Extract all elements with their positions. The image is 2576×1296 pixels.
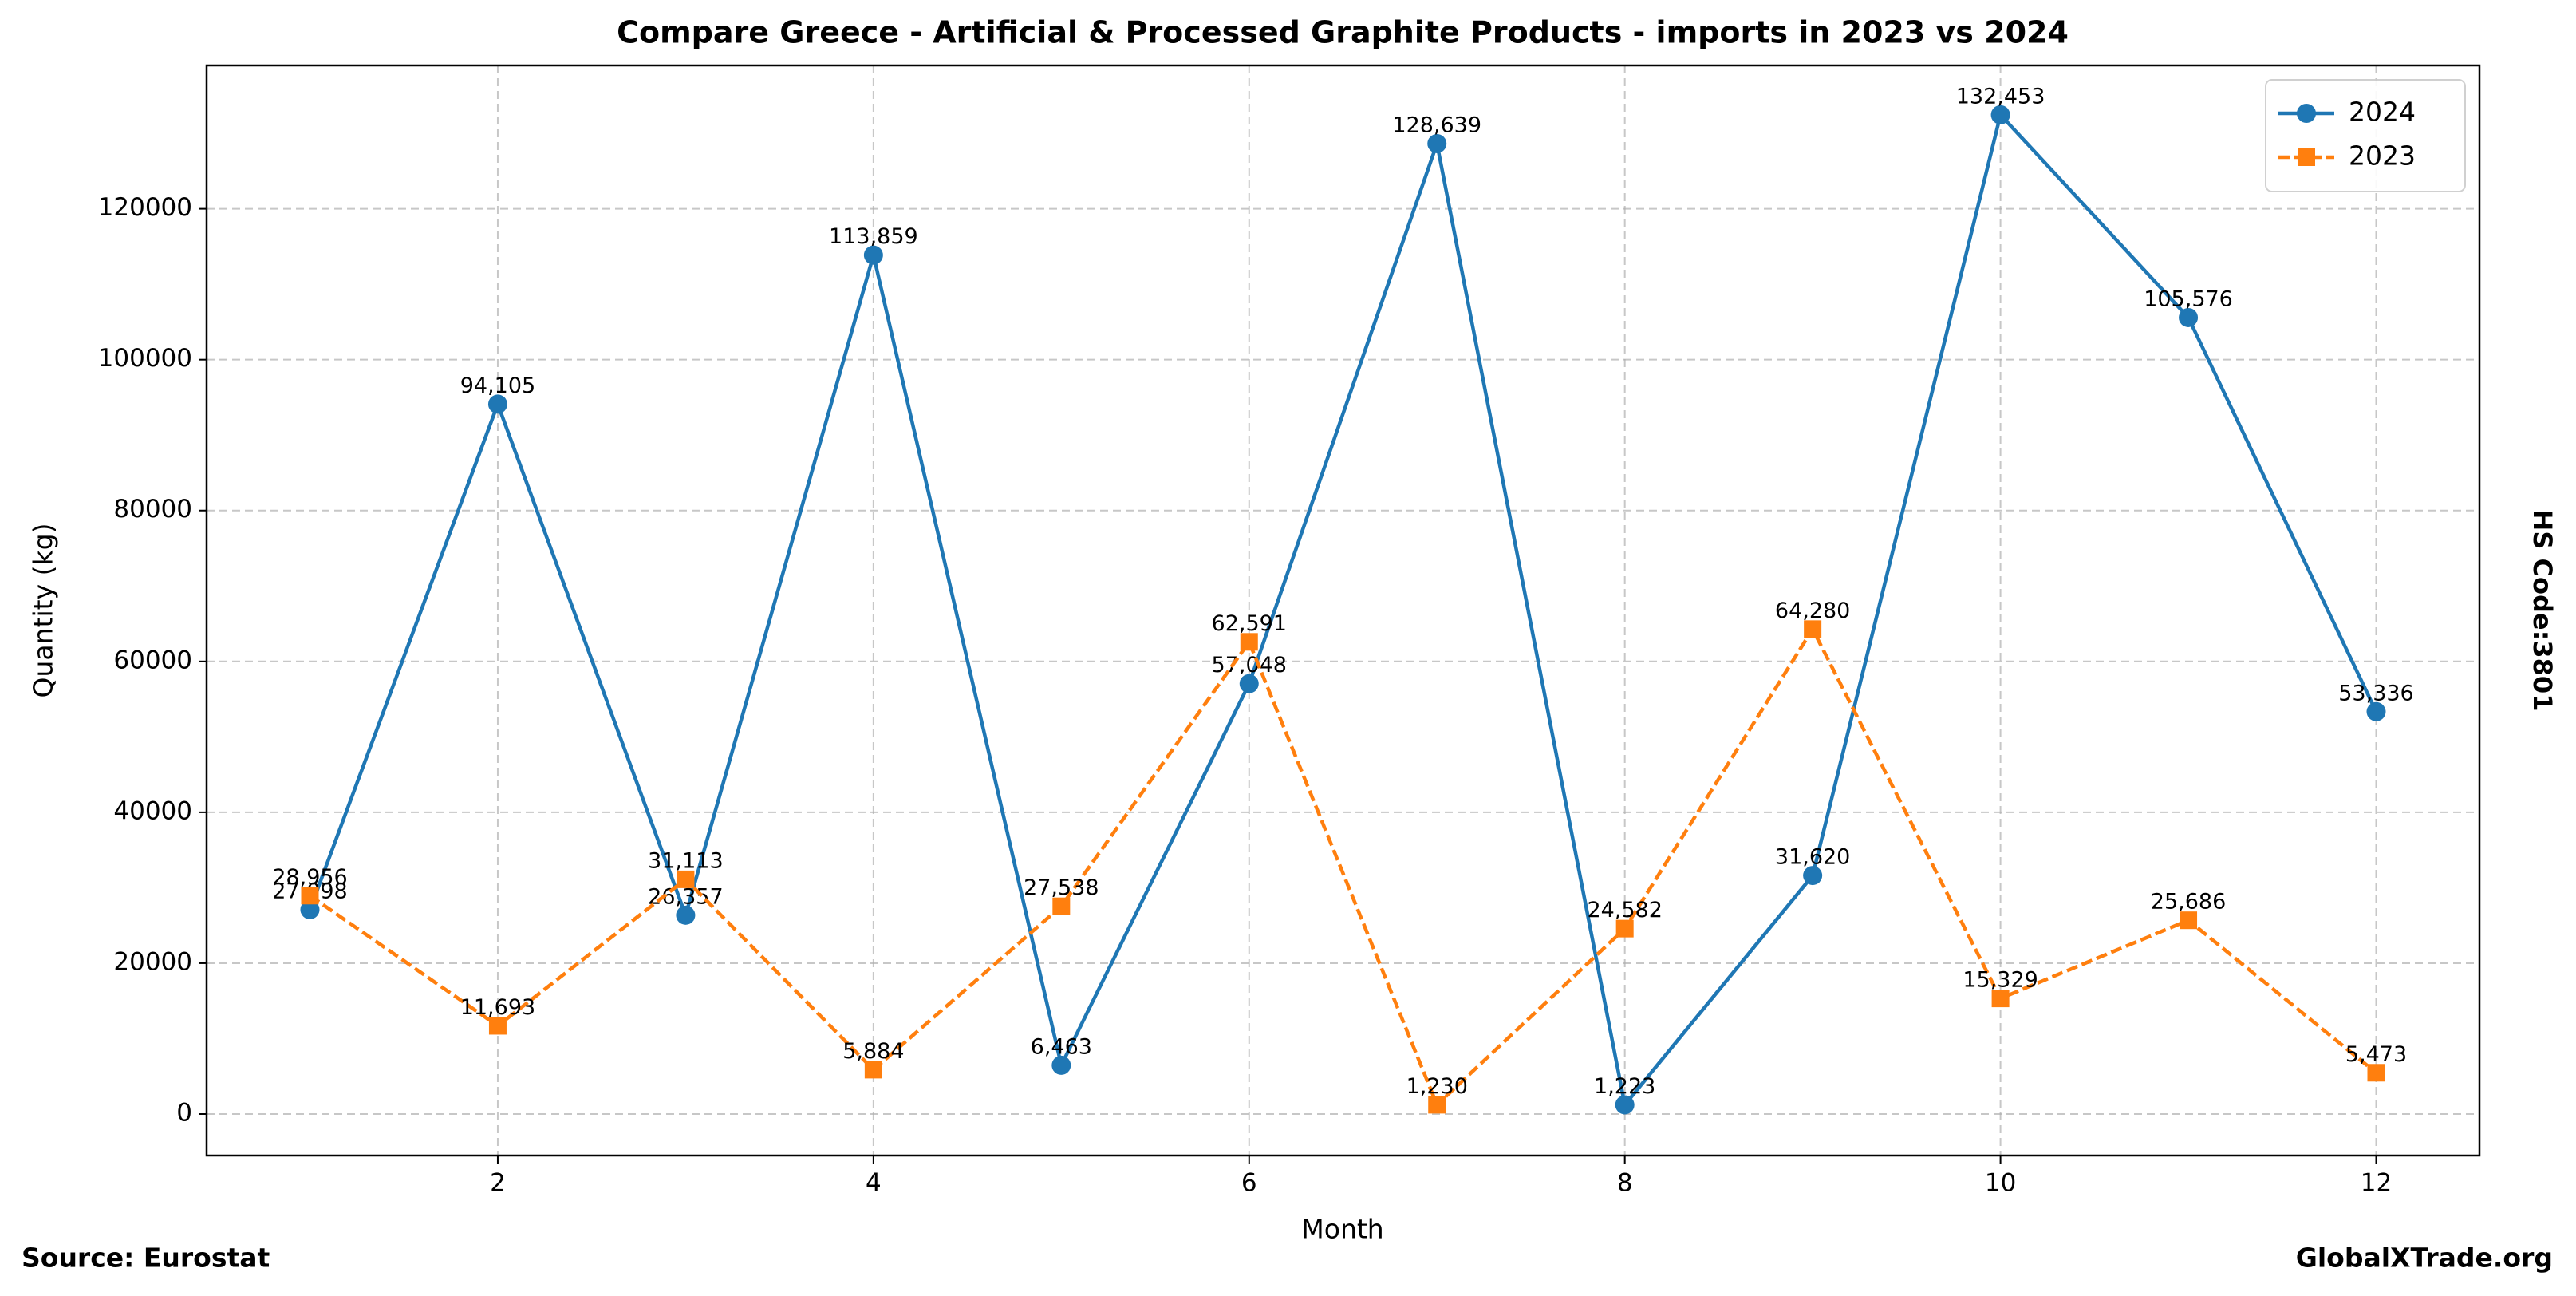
- x-axis-label: Month: [1301, 1214, 1383, 1245]
- marker: [1240, 633, 1258, 651]
- plot-frame: [205, 64, 2481, 1157]
- marker: [2179, 307, 2199, 327]
- value-label: 5,884: [842, 1039, 904, 1064]
- value-label: 25,686: [2151, 890, 2226, 915]
- y-tick-label: 120000: [98, 193, 192, 222]
- watermark: GlobalXTrade.org: [2296, 1243, 2553, 1274]
- marker: [1239, 674, 1259, 693]
- series-line: [308, 111, 2378, 1109]
- value-label: 31,620: [1775, 845, 1850, 870]
- value-label: 113,859: [829, 224, 918, 249]
- marker: [488, 1017, 507, 1035]
- legend-label: 2023: [2349, 140, 2416, 172]
- series-line: [309, 625, 2377, 1108]
- value-label: 132,453: [1956, 84, 2045, 109]
- marker: [1991, 990, 2010, 1008]
- marker: [863, 245, 883, 265]
- value-label: 31,113: [648, 848, 723, 873]
- y-tick-label: 0: [176, 1099, 192, 1128]
- x-tick-label: 10: [1985, 1169, 2016, 1198]
- x-tick-label: 8: [1617, 1169, 1633, 1198]
- value-label: 1,223: [1594, 1074, 1655, 1099]
- marker: [677, 870, 695, 888]
- value-label: 6,463: [1031, 1034, 1092, 1059]
- x-tick-label: 6: [1241, 1169, 1257, 1198]
- source: Source: Eurostat: [22, 1243, 270, 1274]
- legend-label: 2024: [2349, 97, 2416, 128]
- value-label: 94,105: [460, 373, 535, 398]
- marker: [1615, 1095, 1635, 1115]
- marker: [301, 887, 319, 905]
- value-label: 15,329: [1963, 968, 2038, 993]
- legend-marker: [2297, 104, 2316, 123]
- y-tick-label: 100000: [98, 344, 192, 373]
- value-label: 64,280: [1775, 599, 1850, 623]
- marker: [487, 394, 507, 414]
- x-tick-label: 12: [2361, 1169, 2392, 1198]
- y-tick-label: 60000: [113, 646, 192, 674]
- marker: [1803, 866, 1823, 886]
- marker: [676, 905, 696, 925]
- y-tick-label: 80000: [113, 495, 192, 524]
- x-tick-label: 2: [490, 1169, 506, 1198]
- legend: 2024 2023: [2265, 79, 2466, 192]
- value-label: 57,048: [1212, 653, 1287, 678]
- value-label: 5,473: [2345, 1042, 2407, 1067]
- x-tick-label: 4: [866, 1169, 882, 1198]
- value-label: 28,956: [272, 865, 347, 890]
- value-label: 53,336: [2338, 681, 2413, 705]
- marker: [1615, 919, 1634, 938]
- value-label: 27,538: [1024, 875, 1099, 900]
- marker: [2366, 701, 2386, 721]
- value-label: 62,591: [1212, 611, 1287, 636]
- y-tick-label: 40000: [113, 796, 192, 825]
- marker: [1427, 133, 1447, 153]
- marker: [864, 1061, 882, 1079]
- legend-marker: [2298, 148, 2315, 166]
- chart-title: Compare Greece - Artificial & Processed …: [617, 15, 2069, 50]
- value-label: 128,639: [1392, 113, 1481, 137]
- y-tick-label: 20000: [113, 947, 192, 976]
- marker: [1428, 1096, 1446, 1114]
- marker: [2180, 911, 2198, 930]
- marker: [300, 899, 320, 919]
- marker: [1051, 1055, 1071, 1075]
- marker: [1052, 897, 1071, 915]
- side-label: HS Code:3801: [2527, 510, 2558, 712]
- marker: [1804, 620, 1822, 638]
- value-label: 105,576: [2144, 286, 2233, 311]
- value-label: 24,582: [1587, 898, 1662, 923]
- marker: [2367, 1064, 2385, 1082]
- y-axis-label: Quantity (kg): [28, 524, 59, 698]
- marker: [1990, 105, 2010, 124]
- legend-box: [2265, 79, 2466, 192]
- value-label: 1,230: [1406, 1074, 1468, 1099]
- value-label: 11,693: [460, 995, 535, 1020]
